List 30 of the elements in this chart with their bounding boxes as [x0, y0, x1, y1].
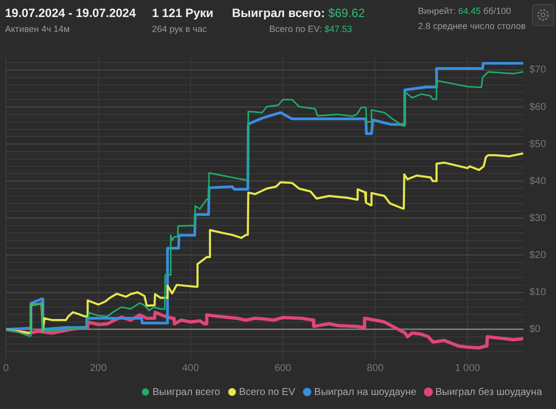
- legend-label: Выиграл на шоудауне: [314, 386, 417, 398]
- y-tick-label: $0: [529, 324, 541, 336]
- text: 1 121 Руки: [152, 6, 214, 20]
- text: бб/100: [483, 6, 512, 16]
- legend-label: Выиграл всего: [152, 386, 220, 398]
- text: 264 рук в час: [152, 24, 207, 34]
- x-tick-label: 0: [3, 362, 10, 374]
- text: 64.45: [458, 6, 481, 16]
- text: $69.62: [328, 6, 365, 20]
- x-tick-label: 200: [90, 362, 108, 374]
- y-tick-label: $30: [529, 212, 546, 224]
- legend-label: Всего по EV: [239, 386, 296, 398]
- x-tick-label: 600: [274, 362, 292, 374]
- x-tick-label: 1 000: [454, 362, 480, 374]
- y-tick-label: $60: [529, 102, 546, 113]
- y-tick-label: $20: [529, 250, 546, 261]
- text: $47.53: [324, 24, 352, 34]
- y-tick-label: $10: [529, 287, 546, 298]
- text: Винрейт:: [418, 6, 456, 16]
- y-tick-label: $70: [529, 64, 546, 76]
- text: Выиграл всего:: [232, 6, 325, 20]
- y-tick-label: $50: [529, 138, 546, 150]
- y-tick-label: $40: [529, 176, 546, 187]
- x-tick-label: 800: [366, 362, 384, 374]
- chart-subtitle: Активен 4ч 14м: [5, 24, 70, 34]
- legend-label: Выиграл без шоудауна: [435, 386, 542, 398]
- text: 2.8 среднее число столов: [418, 21, 526, 31]
- chart-title: 19.07.2024 - 19.07.2024: [5, 6, 136, 20]
- text: Всего по EV:: [269, 24, 322, 34]
- x-tick-label: 400: [182, 362, 200, 374]
